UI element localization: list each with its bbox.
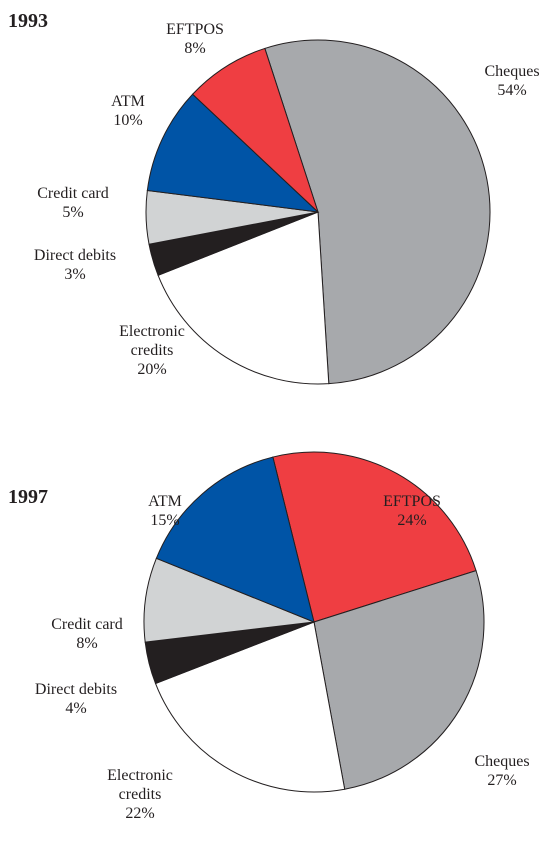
pie-slice (191, 47, 319, 213)
slice-label: Direct debits 3% (34, 246, 116, 284)
category-label: EFTPOS (383, 493, 441, 510)
value-label: 5% (62, 204, 84, 221)
slice-label: Credit card 5% (37, 184, 109, 222)
slice-label: Electronic credits 22% (100, 766, 180, 823)
slice-label: Cheques 27% (474, 752, 529, 790)
slice-label: EFTPOS 8% (166, 20, 224, 58)
pie-slice (157, 211, 330, 385)
category-label: Cheques (484, 63, 540, 80)
pie-slice (272, 451, 477, 623)
category-label: ATM (148, 493, 182, 510)
slice-label: Credit card 8% (51, 615, 123, 653)
value-label: 8% (184, 40, 206, 57)
value-label: 10% (113, 112, 143, 129)
value-label: 20% (137, 361, 167, 378)
value-label: 8% (76, 635, 98, 652)
pie-slice (154, 621, 346, 793)
value-label: 4% (65, 700, 87, 717)
category-label: Electronic credits (119, 323, 185, 359)
category-label: Electronic credits (107, 767, 173, 803)
pie-slice (264, 39, 491, 385)
slice-label: Cheques 54% (484, 62, 539, 100)
pie-slice (155, 456, 315, 623)
category-label: EFTPOS (166, 21, 224, 38)
value-label: 24% (397, 512, 427, 529)
category-label: Cheques (474, 753, 530, 770)
value-label: 54% (497, 82, 527, 99)
slice-label: Direct debits 4% (35, 680, 117, 718)
pie-slice (313, 569, 485, 790)
value-label: 3% (64, 266, 86, 283)
category-label: Credit card (37, 185, 109, 202)
chart-title: 1997 (8, 486, 48, 508)
category-label: Direct debits (34, 681, 118, 698)
category-label: ATM (111, 93, 145, 110)
chart-title: 1993 (8, 10, 48, 32)
slice-label: EFTPOS 24% (383, 492, 441, 530)
value-label: 22% (125, 805, 155, 822)
category-label: Credit card (51, 616, 123, 633)
value-label: 15% (150, 512, 180, 529)
slice-label: ATM 15% (148, 492, 182, 530)
slice-label: Electronic credits 20% (112, 322, 192, 379)
value-label: 27% (487, 772, 517, 789)
category-label: Direct debits (33, 247, 117, 264)
pie-slice (146, 93, 320, 213)
slice-label: ATM 10% (111, 92, 145, 130)
